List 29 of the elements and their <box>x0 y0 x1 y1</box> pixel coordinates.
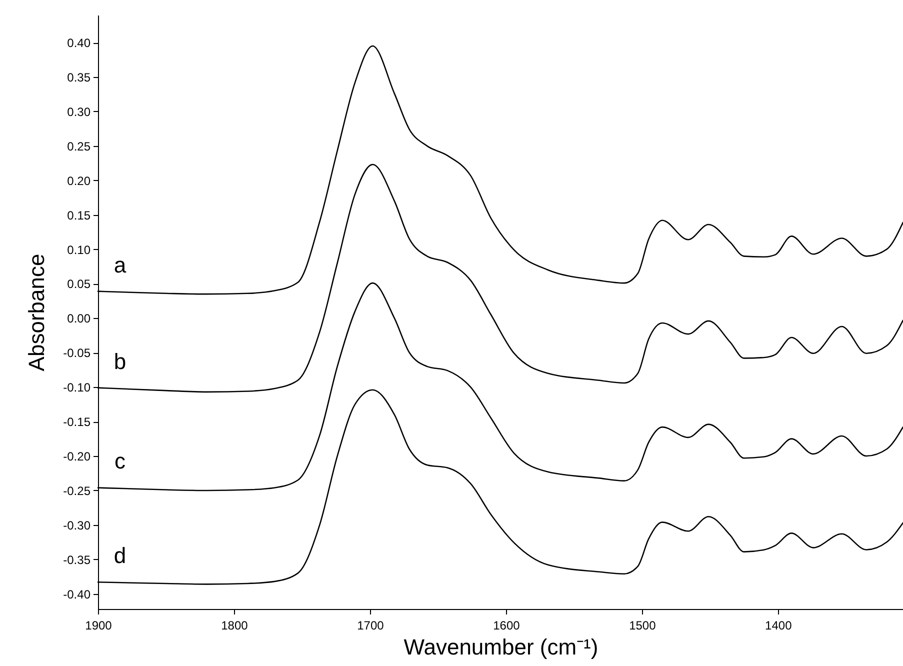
y-tick-label: 0.30 <box>67 104 91 119</box>
series-label: a <box>114 252 127 278</box>
x-tick-label: 1800 <box>221 618 248 632</box>
y-tick-label: -0.25 <box>63 484 91 498</box>
y-tick-label: 0.25 <box>67 139 91 154</box>
y-tick-label: 0.15 <box>67 208 91 222</box>
x-tick-label: 1400 <box>765 618 792 632</box>
x-tick-label: 1600 <box>493 618 520 632</box>
x-tick-label: 1700 <box>357 618 384 632</box>
y-axis-title: Absorbance <box>24 254 50 372</box>
y-tick-label: 0.10 <box>67 242 91 257</box>
series-label: d <box>114 543 126 568</box>
y-tick-label: 0.05 <box>67 277 91 292</box>
y-tick-label: -0.30 <box>63 518 91 532</box>
y-tick-label: -0.20 <box>63 450 91 464</box>
x-axis-title: Wavenumber (cm⁻¹) <box>404 634 598 660</box>
y-tick-label: 0.20 <box>67 174 91 188</box>
x-tick-label: 1900 <box>85 618 112 632</box>
series-label: c <box>114 448 126 474</box>
y-tick-label: -0.10 <box>63 380 91 395</box>
y-tick-label: -0.35 <box>63 552 91 567</box>
series-label: b <box>114 348 126 374</box>
y-tick-label: -0.05 <box>63 346 91 360</box>
y-tick-label: 0.00 <box>67 312 91 326</box>
x-tick-label: 1500 <box>629 618 656 632</box>
y-tick-label: 0.35 <box>67 70 91 85</box>
y-tick-label: -0.40 <box>63 587 91 602</box>
y-tick-label: -0.15 <box>63 415 91 430</box>
y-tick-label: 0.40 <box>67 36 91 50</box>
